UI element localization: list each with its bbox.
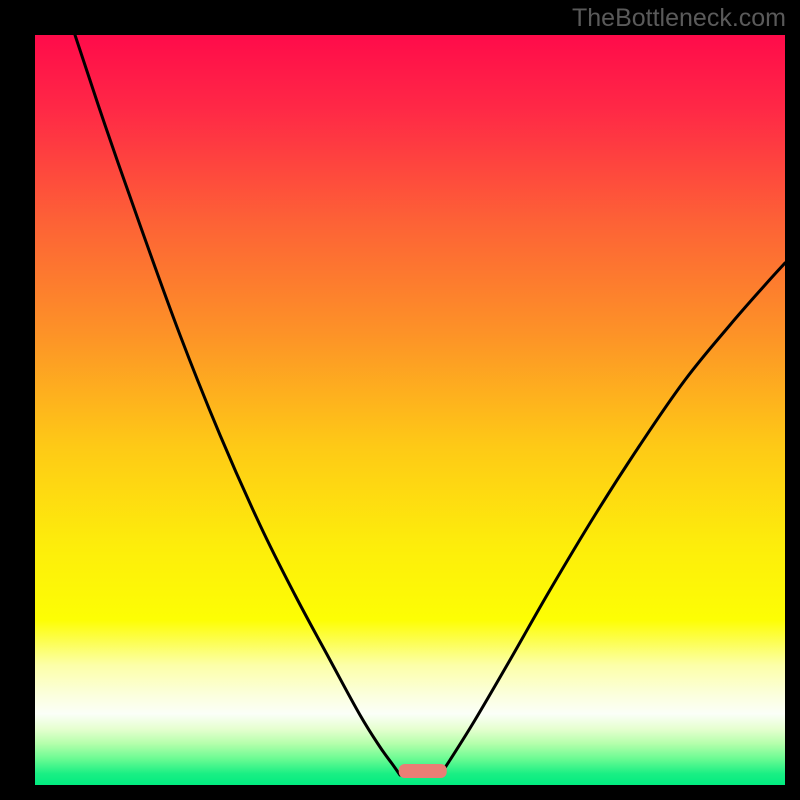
plot-area: [35, 35, 785, 785]
curve-right-branch: [440, 263, 785, 775]
watermark-text: TheBottleneck.com: [572, 4, 786, 33]
chart-frame: TheBottleneck.com: [0, 0, 800, 800]
bottleneck-curve: [35, 35, 785, 785]
optimal-zone-marker: [399, 764, 447, 778]
curve-left-branch: [75, 35, 400, 775]
